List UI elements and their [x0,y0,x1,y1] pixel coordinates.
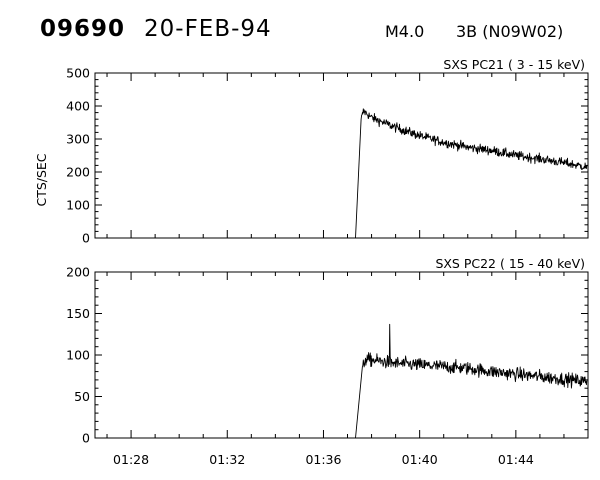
y-axis-label: CTS/SEC [34,153,49,206]
panel-title: SXS PC22 ( 15 - 40 keV) [435,256,585,271]
data-series-line [355,323,588,439]
x-tick-label: 01:36 [305,452,341,467]
x-tick-label: 01:28 [113,452,149,467]
y-tick-label: 400 [66,99,90,114]
y-tick-label: 300 [66,132,90,147]
chart-panel-pc21: 0 100 200 300 400 500 SXS PC21 ( 3 - 15 keV) CT… [34,57,589,246]
panel-title: SXS PC21 ( 3 - 15 keV) [443,57,585,72]
y-tick-label: 500 [66,66,90,81]
chart-panel-pc22: 0 50 100 150 200 01:28 01:32 01:36 01:40 01:44 SXS… [66,256,589,467]
y-tick-label: 50 [74,389,90,404]
y-tick-label: 200 [66,265,90,280]
data-series-line [355,108,588,239]
y-tick-label: 150 [66,306,90,321]
event-date: 20-FEB-94 [144,16,272,42]
x-tick-label: 01:44 [498,452,534,467]
plot-frame [94,271,589,439]
y-tick-label: 200 [66,165,90,180]
flare-importance: 3B (N09W02) [456,22,564,41]
event-id: 09690 [40,16,126,42]
plot-frame [94,72,589,239]
x-tick-label: 01:40 [402,452,438,467]
y-tick-label: 0 [82,231,90,246]
flare-class: M4.0 [385,22,425,41]
y-tick-label: 100 [66,348,90,363]
y-tick-label: 0 [82,431,90,446]
y-tick-label: 100 [66,198,90,213]
x-tick-label: 01:32 [209,452,245,467]
